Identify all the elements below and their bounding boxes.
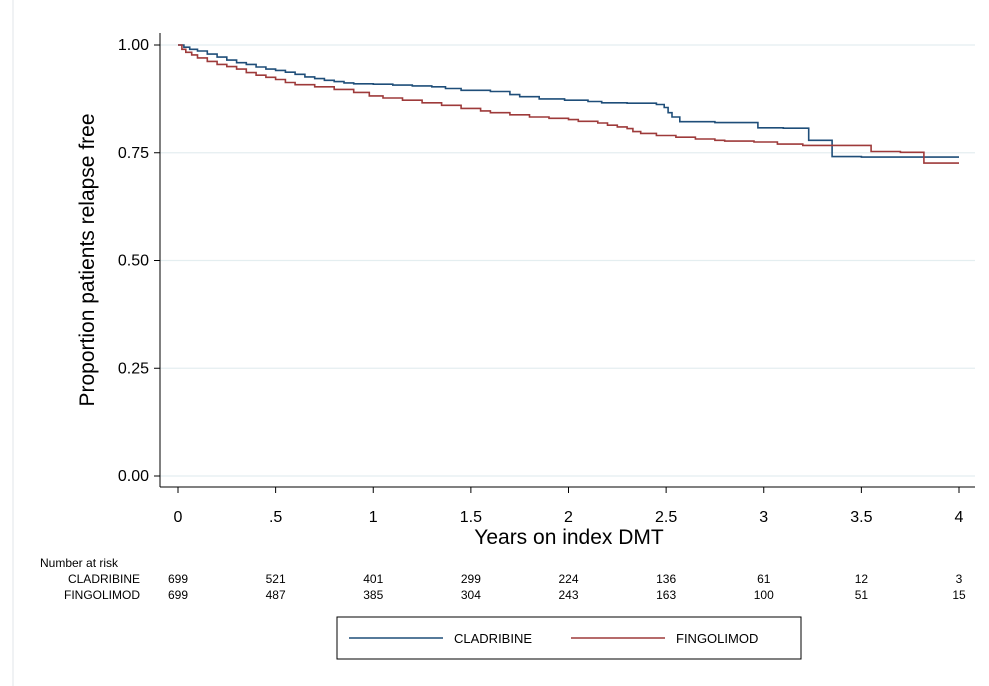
x-tick-label: 1 xyxy=(369,509,378,526)
risk-cell: 385 xyxy=(363,588,383,602)
x-tick-label: 4 xyxy=(955,509,964,526)
y-tick-label: 1.00 xyxy=(118,37,149,54)
risk-cell: 136 xyxy=(656,572,676,586)
risk-cell: 521 xyxy=(266,572,286,586)
number-at-risk-table: Number at risk CLADRIBINE 699 521 401 299 224 1… xyxy=(40,556,966,602)
x-tick-label: 2.5 xyxy=(655,509,677,526)
risk-cell: 304 xyxy=(461,588,481,602)
survival-curve-cladribine xyxy=(178,44,959,158)
risk-cell: 487 xyxy=(266,588,286,602)
risk-cell: 51 xyxy=(855,588,869,602)
x-tick-label: .5 xyxy=(269,509,282,526)
risk-table-header: Number at risk xyxy=(40,556,119,570)
x-tick-label: 3.5 xyxy=(850,509,872,526)
y-tick-label: 0.00 xyxy=(118,468,149,485)
risk-cell: 12 xyxy=(855,572,869,586)
x-tick-label: 1.5 xyxy=(460,509,482,526)
x-tick-label: 2 xyxy=(564,509,573,526)
y-tick-label: 0.25 xyxy=(118,360,149,377)
risk-cell: 699 xyxy=(168,572,188,586)
risk-cell: 299 xyxy=(461,572,481,586)
survival-curves xyxy=(178,44,959,164)
legend-label-cladribine: CLADRIBINE xyxy=(454,631,532,646)
survival-curve-fingolimod xyxy=(178,44,959,164)
risk-cell: 3 xyxy=(956,572,963,586)
risk-cell: 100 xyxy=(754,588,774,602)
risk-cell: 401 xyxy=(363,572,383,586)
risk-cell: 224 xyxy=(558,572,578,586)
x-axis-title: Years on index DMT xyxy=(474,526,664,549)
y-tick-label: 0.50 xyxy=(118,253,149,270)
risk-row-label: CLADRIBINE xyxy=(68,572,140,586)
risk-cell: 163 xyxy=(656,588,676,602)
y-axis-title: Proportion patients relapse free xyxy=(76,113,99,406)
legend: CLADRIBINE FINGOLIMOD xyxy=(336,616,802,660)
axes: 0.00 0.25 0.50 0.75 1.00 0 .5 1 1.5 2 2.5 3 3.5 4 xyxy=(118,33,975,526)
risk-row-label: FINGOLIMOD xyxy=(64,588,140,602)
risk-cell: 15 xyxy=(952,588,966,602)
gridlines xyxy=(160,44,975,477)
y-tick-label: 0.75 xyxy=(118,145,149,162)
x-tick-label: 0 xyxy=(174,509,183,526)
risk-cell: 243 xyxy=(558,588,578,602)
risk-cell: 699 xyxy=(168,588,188,602)
legend-label-fingolimod: FINGOLIMOD xyxy=(676,631,758,646)
risk-cell: 61 xyxy=(757,572,771,586)
x-tick-label: 3 xyxy=(759,509,768,526)
